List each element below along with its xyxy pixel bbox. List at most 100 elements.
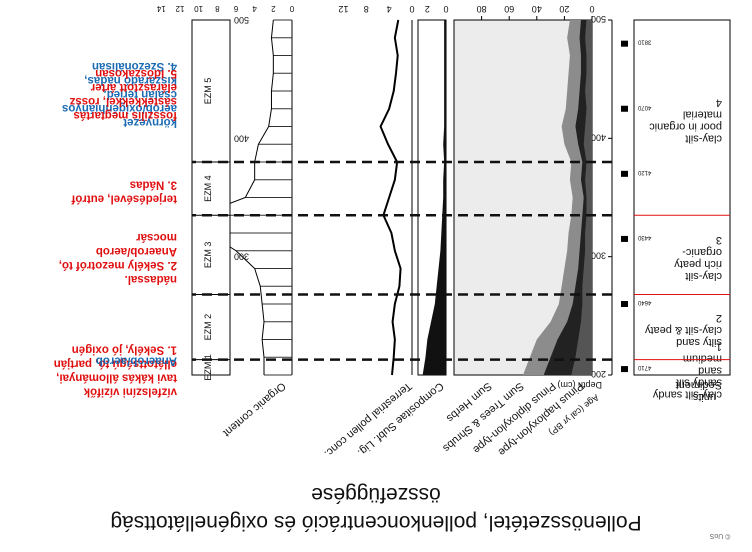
comp-tick-label: 2: [425, 4, 430, 14]
sediment-unit-number: 1: [716, 340, 722, 352]
annotation-line: környezet: [123, 116, 177, 128]
ezm-label: EZM 1: [203, 354, 213, 381]
ezm-label: EZM 4: [203, 175, 213, 202]
date-marker: [621, 170, 628, 177]
date-label: 3810: [637, 39, 651, 45]
line-pollen-concentration: [379, 19, 402, 376]
annotation-line: 2. Sekély mezotróf tó,: [59, 259, 177, 271]
depth-tick-label: 300: [591, 251, 606, 261]
annotation-line: aerob/oxigénhiányos: [62, 102, 177, 114]
annotation-line: sástekkekkel, rossz: [69, 95, 177, 107]
annotation-line: fosszilis megtartás: [73, 109, 177, 121]
sediment-unit-text: sand: [698, 364, 722, 376]
comp-unit: %: [439, 0, 446, 1]
depth-tick-label: 200: [591, 369, 606, 379]
corner-mark: © UoS: [709, 532, 730, 540]
annotation-line: 3. Nádas: [130, 179, 177, 191]
area-trees-shrubs: [523, 20, 592, 375]
organic-tick-label: 12: [175, 4, 184, 13]
conc-tick-label: 4: [387, 4, 392, 14]
organic-unit: %: [285, 0, 292, 1]
percent-tick-label: 0: [589, 4, 594, 14]
area-pinus-diploxylon: [543, 20, 592, 375]
date-label: 4640: [637, 299, 651, 305]
depth-label: Depth (cm): [557, 380, 602, 390]
conc-tick-label: 0: [409, 4, 414, 14]
sediment-unit-text: clay-silt: [685, 133, 722, 145]
date-marker: [621, 235, 628, 242]
ezm-frame: [191, 19, 231, 376]
depth-tick-label: 500: [591, 14, 606, 24]
annotation-line: elárasztott árter: [90, 81, 177, 93]
sediment-unit-text: clay-silt sandy: [652, 388, 722, 400]
sediment-header-1: Sediment: [676, 379, 722, 391]
date-label: 4120: [637, 169, 651, 175]
conc-tick-label: 8: [364, 4, 369, 14]
sediment-unit-number: 4: [716, 97, 722, 109]
caption-line-1: Pollenösszetétel, pollenkoncentráció és …: [110, 511, 641, 534]
ezm-depth-label: 300: [234, 252, 249, 262]
date-marker: [621, 40, 628, 47]
sediment-frame: [633, 19, 731, 376]
conc-unit: × 10⁴: [388, 0, 408, 1]
concentration-frame: [332, 20, 412, 375]
date-marker: [621, 366, 628, 373]
annotation-line: vízfelszíni vízifők: [83, 385, 177, 397]
sediment-unit-text: clay-silt: [685, 270, 722, 282]
organic-tick-label: 2: [271, 4, 276, 13]
sediment-unit-text: clay-silt & peaty: [644, 324, 722, 336]
percent-tick-label: 60: [504, 4, 514, 14]
date-label: 4070: [637, 104, 651, 110]
ezm-depth-label: 500: [234, 15, 249, 25]
label-organic: Organic content: [221, 380, 288, 439]
date-marker: [621, 105, 628, 112]
caption-line-2: összefüggése: [311, 483, 441, 506]
sediment-unit-text: medium: [683, 352, 722, 364]
annotation-line: nádassal.: [125, 273, 177, 285]
depth-tick-label: 400: [591, 132, 606, 142]
organic-tick-label: 14: [156, 4, 165, 13]
annotation-line: Anaerob/aerob: [96, 245, 177, 257]
zone-boundaries: [192, 160, 612, 361]
annotation-line: 1. Sekély, jó oxigén: [72, 343, 177, 355]
annotation-line: 5. Időszakosan: [95, 67, 177, 79]
annotation-line: tavi kákás állományai,: [56, 371, 177, 383]
date-marker: [621, 301, 628, 307]
zone-annotations: vízfelszíni vízifők tavi kákás állományai…: [54, 60, 177, 397]
sediment-unit-text: rich peaty: [674, 258, 722, 270]
percent-tick-label: 40: [532, 4, 542, 14]
sediment-unit-text: material: [683, 109, 722, 121]
organic-tick-label: 10: [194, 4, 203, 13]
comp-tick-label: 0: [443, 4, 448, 14]
area-compositae: [422, 20, 446, 375]
annotation-line: 4. Szezonálisan: [92, 60, 177, 72]
organic-tick-label: 6: [233, 4, 238, 13]
sediment-unit-number: 3: [716, 234, 722, 246]
ezm-depth-label: 400: [234, 133, 249, 143]
annotation-line: ellátottságú tó, partján: [54, 357, 177, 369]
ezm-label: EZM 3: [203, 242, 213, 269]
annotation-line: Anaerob/aerob: [96, 354, 177, 366]
conc-tick-label: 12: [338, 4, 348, 14]
ezm-label: EZM 2: [203, 314, 213, 341]
organic-tick-label: 0: [289, 4, 294, 13]
annotation-line: mocsár: [136, 231, 177, 243]
sediment-unit-text: silty sand: [676, 336, 722, 348]
annotation-line: kiszáradó nádas,: [84, 74, 177, 86]
sediment-unit-text: organic-: [682, 246, 722, 258]
organic-tick-label: 8: [215, 4, 220, 13]
sediment-unit-text: poor in organic: [649, 121, 722, 133]
organic-tick-label: 4: [252, 4, 257, 13]
ezm-label: EZM 5: [203, 78, 213, 105]
area-pinus-haploxylon: [571, 20, 592, 375]
percent-unit: %: [585, 0, 592, 1]
line-organic-content: [197, 19, 274, 375]
date-label: 4710: [637, 364, 651, 370]
percent-tick-label: 20: [559, 4, 569, 14]
